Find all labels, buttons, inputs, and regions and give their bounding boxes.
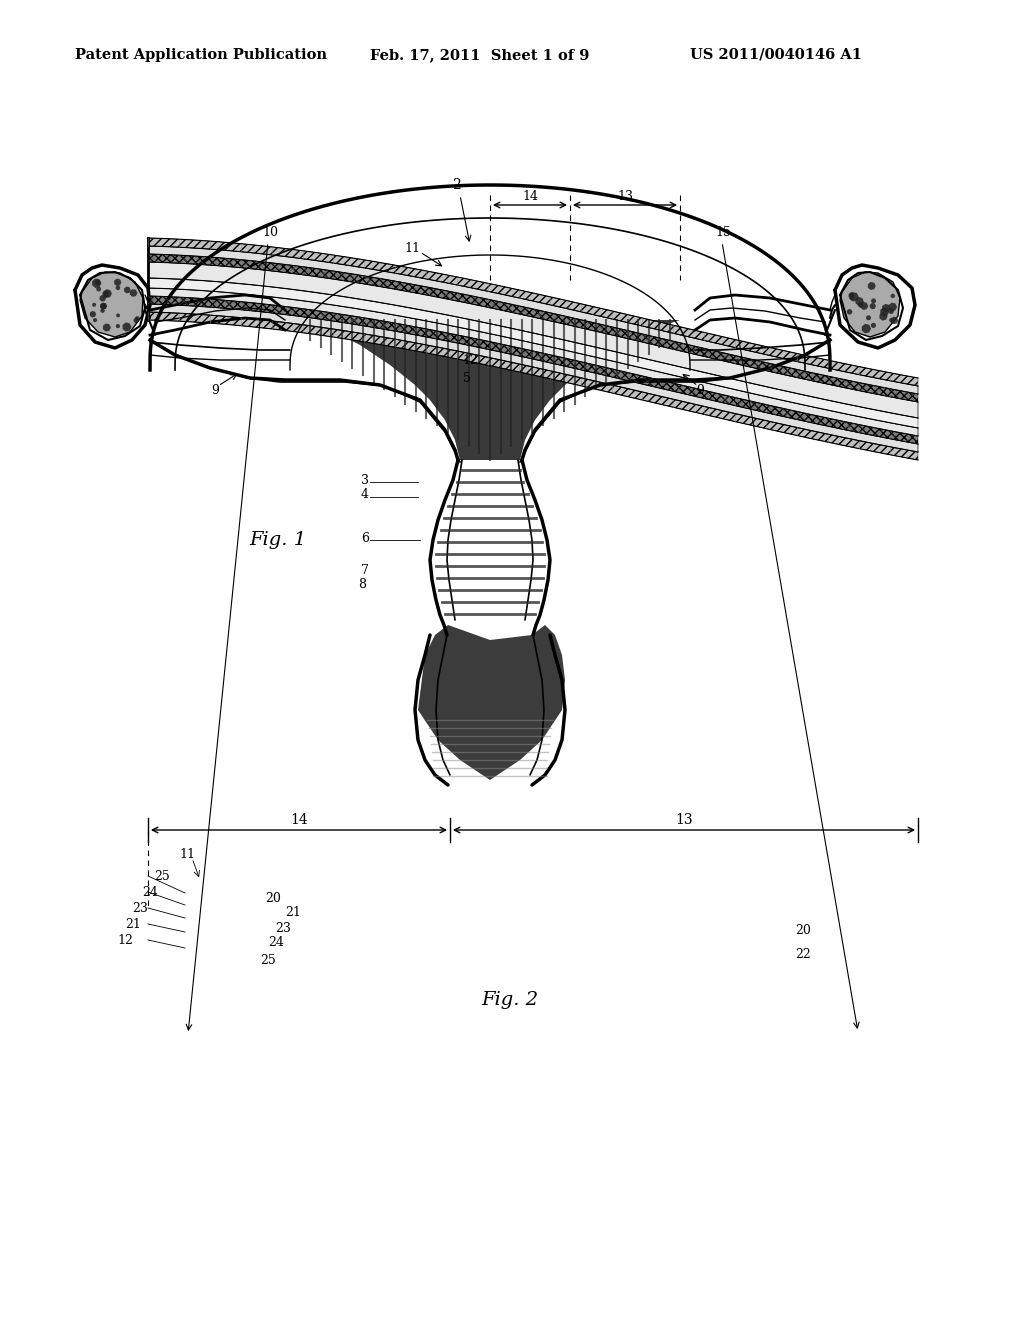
Polygon shape — [840, 272, 900, 337]
Text: 14: 14 — [290, 813, 308, 828]
Polygon shape — [418, 624, 565, 780]
Polygon shape — [300, 319, 680, 459]
Text: Fig. 2: Fig. 2 — [481, 991, 539, 1008]
Polygon shape — [92, 279, 101, 288]
Polygon shape — [889, 309, 894, 314]
Polygon shape — [881, 308, 889, 317]
Text: 5: 5 — [463, 371, 471, 384]
Text: 4: 4 — [361, 488, 369, 502]
Text: 9: 9 — [211, 384, 219, 396]
Text: 25: 25 — [155, 870, 170, 883]
Text: 21: 21 — [285, 907, 301, 920]
Polygon shape — [889, 302, 897, 312]
Polygon shape — [148, 288, 918, 436]
Polygon shape — [850, 292, 859, 301]
Polygon shape — [95, 280, 100, 285]
Polygon shape — [148, 304, 918, 451]
Polygon shape — [889, 318, 894, 322]
Text: 7: 7 — [361, 564, 369, 577]
Polygon shape — [850, 292, 854, 297]
Polygon shape — [871, 322, 877, 329]
Text: 21: 21 — [125, 917, 141, 931]
Polygon shape — [130, 289, 137, 297]
Text: 11: 11 — [179, 849, 195, 862]
Text: 9: 9 — [696, 384, 703, 396]
Text: 24: 24 — [268, 936, 284, 949]
Text: 22: 22 — [795, 949, 811, 961]
Polygon shape — [123, 322, 131, 331]
Text: Patent Application Publication: Patent Application Publication — [75, 48, 327, 62]
Polygon shape — [869, 302, 876, 309]
Text: 20: 20 — [795, 924, 811, 936]
Polygon shape — [847, 309, 853, 314]
Polygon shape — [148, 253, 918, 403]
Text: Fig. 1: Fig. 1 — [250, 531, 306, 549]
Polygon shape — [880, 313, 888, 321]
Text: 3: 3 — [361, 474, 369, 487]
Text: 20: 20 — [265, 891, 281, 904]
Text: 11: 11 — [404, 242, 420, 255]
Polygon shape — [849, 293, 854, 298]
Polygon shape — [100, 304, 106, 309]
Polygon shape — [855, 297, 864, 306]
Polygon shape — [80, 272, 143, 337]
Text: 13: 13 — [617, 190, 633, 203]
Polygon shape — [103, 289, 112, 298]
Polygon shape — [858, 302, 863, 308]
Text: 25: 25 — [260, 953, 275, 966]
Polygon shape — [148, 296, 918, 444]
Polygon shape — [102, 290, 110, 297]
Polygon shape — [103, 323, 111, 331]
Polygon shape — [862, 323, 871, 334]
Text: 15: 15 — [715, 226, 731, 239]
Polygon shape — [866, 315, 871, 321]
Polygon shape — [868, 282, 876, 290]
Polygon shape — [850, 296, 854, 300]
Polygon shape — [100, 302, 108, 310]
Polygon shape — [116, 323, 120, 329]
Polygon shape — [92, 302, 96, 306]
Polygon shape — [100, 309, 105, 313]
Polygon shape — [148, 312, 918, 459]
Polygon shape — [871, 298, 877, 304]
Polygon shape — [860, 302, 868, 310]
Text: 14: 14 — [522, 190, 538, 203]
Polygon shape — [148, 279, 918, 428]
Text: 23: 23 — [275, 921, 291, 935]
Polygon shape — [891, 293, 895, 298]
Text: 12: 12 — [117, 933, 133, 946]
Text: 13: 13 — [675, 813, 693, 828]
Polygon shape — [148, 261, 918, 418]
Polygon shape — [135, 315, 140, 321]
Text: US 2011/0040146 A1: US 2011/0040146 A1 — [690, 48, 862, 62]
Text: 23: 23 — [132, 902, 148, 915]
Text: 6: 6 — [361, 532, 369, 544]
Polygon shape — [882, 304, 890, 313]
Polygon shape — [134, 318, 139, 323]
Text: 2: 2 — [452, 178, 461, 191]
Polygon shape — [99, 296, 105, 301]
Polygon shape — [116, 313, 120, 317]
Polygon shape — [93, 318, 97, 322]
Polygon shape — [116, 285, 121, 290]
Text: Feb. 17, 2011  Sheet 1 of 9: Feb. 17, 2011 Sheet 1 of 9 — [370, 48, 590, 62]
Text: 12: 12 — [462, 354, 478, 367]
Polygon shape — [115, 279, 122, 286]
Text: 8: 8 — [358, 578, 366, 591]
Text: 10: 10 — [262, 226, 278, 239]
Polygon shape — [148, 238, 918, 385]
Polygon shape — [96, 286, 101, 292]
Polygon shape — [124, 286, 131, 293]
Polygon shape — [891, 317, 898, 325]
Polygon shape — [148, 246, 918, 393]
Polygon shape — [90, 312, 96, 317]
Text: 24: 24 — [142, 886, 158, 899]
